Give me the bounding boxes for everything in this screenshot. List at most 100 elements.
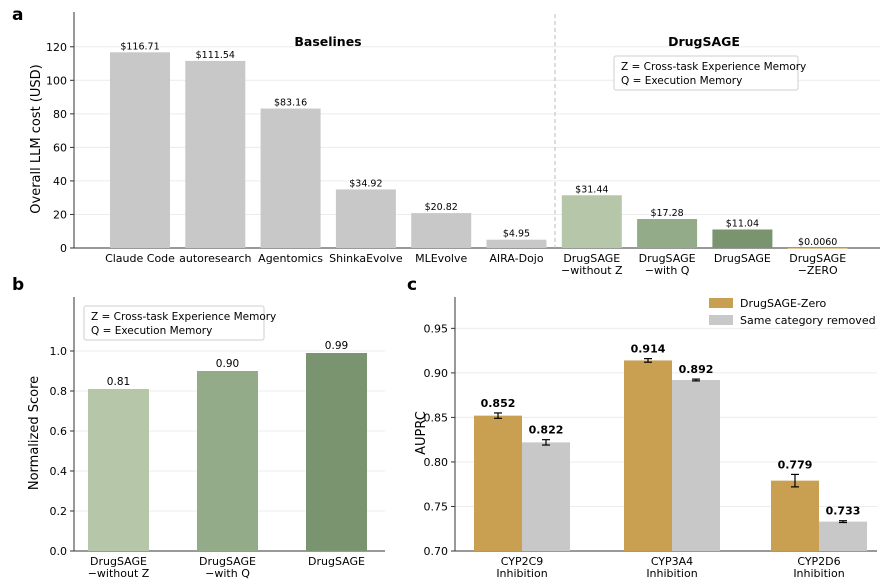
bar-value-label: 0.90 [216, 358, 239, 370]
bar-value-label: $116.71 [120, 41, 159, 52]
legend-note-box [613, 55, 799, 91]
bar [787, 247, 848, 249]
panel-label: c [407, 275, 417, 295]
panel-label: b [12, 275, 24, 295]
bar [522, 442, 570, 551]
y-tick-label: 0.85 [424, 411, 449, 424]
legend-note-box [83, 305, 265, 341]
bar-value-label: 0.822 [529, 424, 564, 437]
group-label-baselines: Baselines [294, 34, 361, 49]
x-tick-label: MLEvolve [415, 252, 467, 265]
group-label-drugsage: DrugSAGE [668, 34, 740, 49]
y-tick-label: 20 [53, 208, 67, 221]
legend-note-text: Z = Cross-task Experience Memory [91, 311, 276, 323]
y-tick-label: 40 [53, 175, 67, 188]
bar [185, 60, 246, 249]
bar-value-label: 0.733 [826, 505, 861, 518]
y-tick-label: 100 [46, 74, 67, 87]
bar-value-label: 0.914 [631, 343, 666, 356]
bar-value-label: $31.44 [575, 184, 608, 195]
legend-note-text: Q = Execution Memory [91, 325, 212, 337]
x-tick-label: DrugSAGE [199, 555, 256, 568]
x-tick-label: ShinkaEvolve [329, 252, 403, 265]
x-tick-label: DrugSAGE [563, 252, 620, 265]
x-tick-label: CYP2C9 [501, 555, 544, 568]
bar-value-label: $34.92 [349, 178, 382, 189]
bar [411, 213, 472, 248]
bar [335, 189, 396, 248]
y-tick-label: 0.80 [424, 456, 449, 469]
bar [771, 480, 819, 551]
x-tick-label: autoresearch [179, 252, 251, 265]
bar-value-label: $0.0060 [798, 237, 837, 248]
bar [712, 229, 773, 248]
bar-value-label: $111.54 [196, 50, 235, 61]
y-tick-label: 60 [53, 141, 67, 154]
y-tick-label: 0.95 [424, 322, 449, 335]
legend-note-text: Q = Execution Memory [621, 75, 742, 87]
bar-value-label: 0.81 [107, 376, 130, 388]
bar-value-label: 0.779 [778, 458, 813, 471]
bar [486, 239, 547, 248]
y-axis-label: Overall LLM cost (USD) [29, 64, 44, 213]
legend-swatch [709, 298, 733, 308]
x-tick-label: DrugSAGE [308, 555, 365, 568]
y-axis-label: AUPRC [414, 411, 429, 455]
y-tick-label: 0.8 [50, 385, 68, 398]
bar-value-label: $4.95 [503, 229, 530, 240]
y-axis-label: Normalized Score [27, 376, 42, 490]
y-tick-label: 1.0 [50, 345, 68, 358]
x-tick-label: Inhibition [496, 567, 547, 580]
x-tick-label: DrugSAGE [90, 555, 147, 568]
x-tick-label: −with Q [645, 264, 690, 277]
y-tick-label: 0.2 [50, 505, 68, 518]
y-tick-label: 0.4 [50, 465, 68, 478]
panel-c: 0.70 0.75 0.80 0.85 0.90 0.95 AUPRC c 0.852 0.822… [407, 275, 877, 580]
x-tick-label: DrugSAGE [789, 252, 846, 265]
x-tick-label: DrugSAGE [714, 252, 771, 265]
bar-value-label: $83.16 [274, 98, 307, 109]
x-tick-label: −without Z [88, 567, 150, 580]
legend-label: DrugSAGE-Zero [740, 297, 826, 310]
x-tick-label: DrugSAGE [639, 252, 696, 265]
y-tick-label: 80 [53, 108, 67, 121]
bar-value-label: $17.28 [650, 208, 683, 219]
x-tick-label: Agentomics [258, 252, 323, 265]
x-tick-label: −ZERO [798, 264, 838, 277]
bar [819, 521, 867, 551]
x-tick-label: Inhibition [646, 567, 697, 580]
y-tick-label: 0.90 [424, 367, 449, 380]
bar-value-label: 0.99 [325, 340, 348, 352]
x-tick-label: CYP2D6 [797, 555, 840, 568]
bar [260, 108, 321, 248]
bar-value-label: 0.892 [679, 363, 714, 376]
y-tick-label: 0.0 [50, 545, 68, 558]
x-tick-label: −without Z [561, 264, 623, 277]
panel-b: 0.0 0.2 0.4 0.6 0.8 1.0 Normalized Score b 0.81 D… [12, 275, 385, 580]
bar [197, 371, 258, 551]
y-tick-label: 0.70 [424, 545, 449, 558]
bar [672, 380, 720, 551]
bar [306, 353, 367, 551]
bar [474, 415, 522, 551]
y-tick-label: 0.75 [424, 500, 449, 513]
legend-label: Same category removed [740, 314, 876, 327]
bar-value-label: $11.04 [726, 218, 759, 229]
y-tick-label: 120 [46, 41, 67, 54]
x-tick-label: −with Q [205, 567, 250, 580]
bar-value-label: $20.82 [425, 202, 458, 213]
bar [88, 389, 149, 551]
legend-note-text: Z = Cross-task Experience Memory [621, 61, 806, 73]
x-tick-label: CYP3A4 [651, 555, 693, 568]
bar [561, 195, 622, 248]
x-tick-label: AIRA-Dojo [489, 252, 543, 265]
bar-value-label: 0.852 [481, 397, 516, 410]
bar [624, 360, 672, 551]
legend-swatch [709, 315, 733, 325]
y-tick-label: 0 [60, 242, 67, 255]
y-tick-label: 0.6 [50, 425, 68, 438]
x-tick-label: Inhibition [793, 567, 844, 580]
bar [637, 219, 698, 248]
